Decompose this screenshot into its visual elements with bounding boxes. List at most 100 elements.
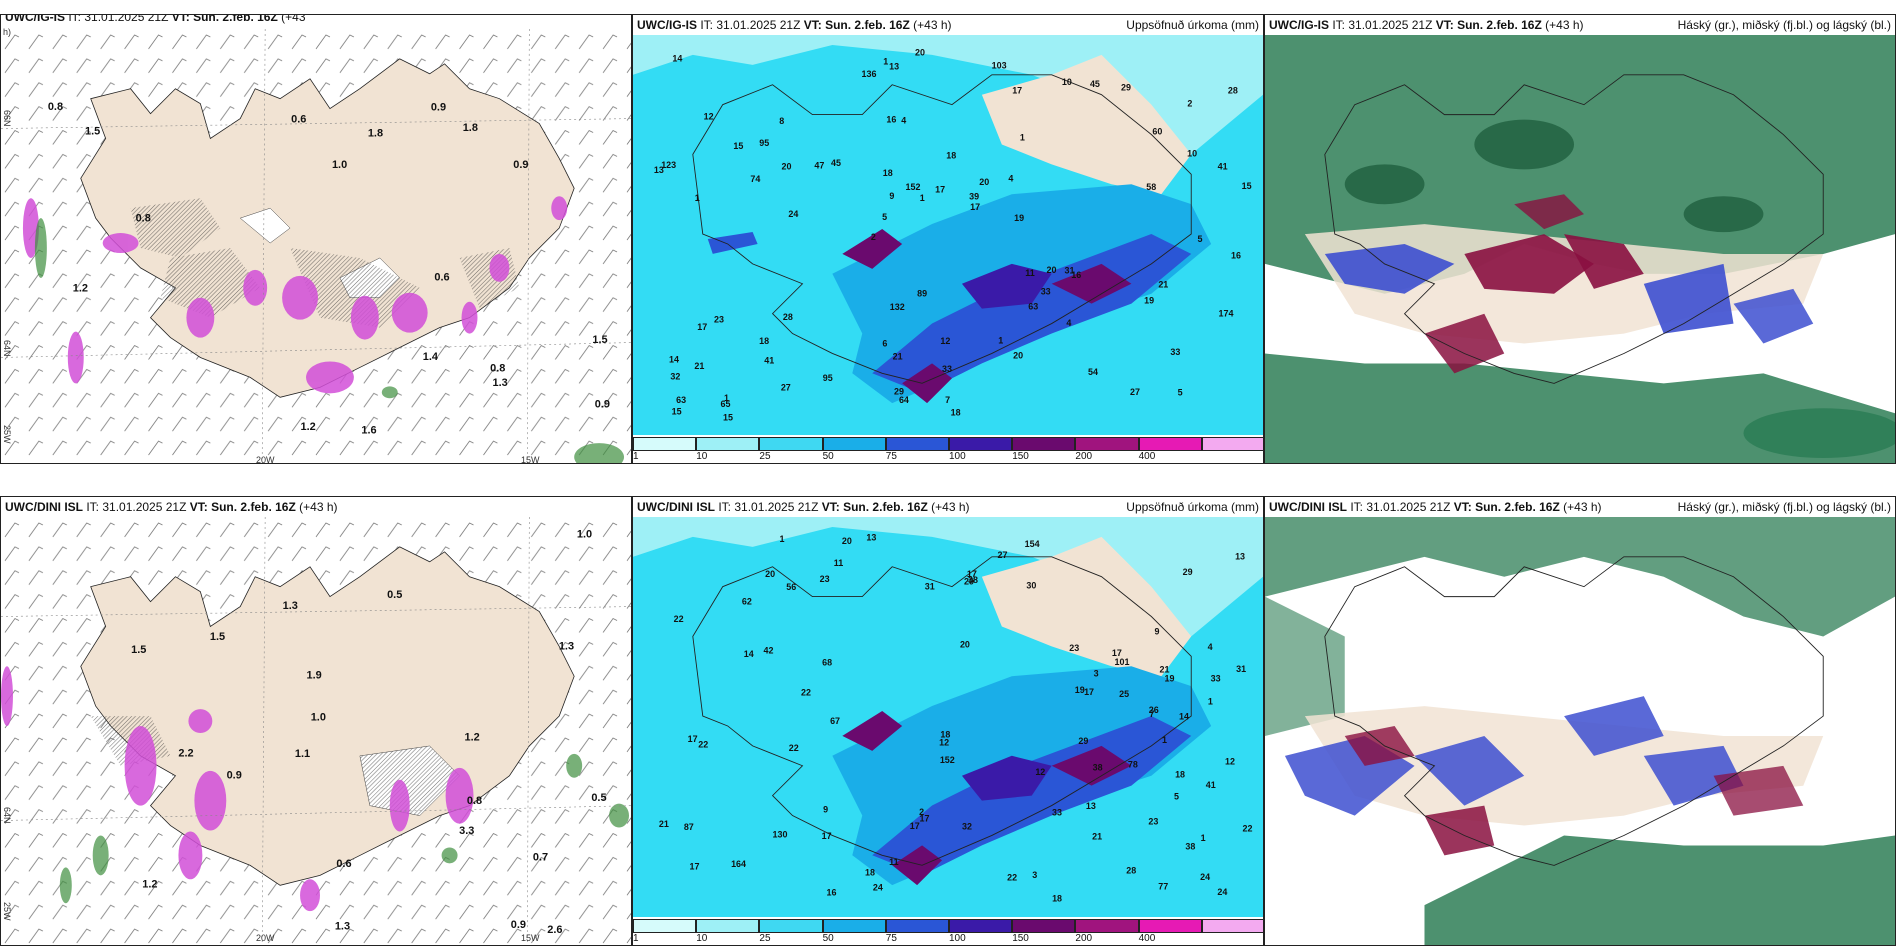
lon-label-20: 20W	[256, 933, 275, 943]
value-label: 1.3	[283, 600, 298, 612]
cloud-blobs	[1324, 119, 1895, 459]
value-label: 1.4	[423, 351, 439, 363]
value-label: 33	[1211, 673, 1221, 683]
value-label: 3	[1094, 669, 1099, 679]
value-label: 103	[992, 60, 1007, 70]
value-label: 28	[783, 312, 793, 322]
value-label: 29	[1183, 567, 1193, 577]
colorbar-label: 25	[759, 933, 771, 944]
value-label: 1.5	[210, 631, 225, 643]
value-label: 45	[1090, 79, 1100, 89]
value-label: 152	[906, 182, 921, 192]
value-label: 1	[998, 335, 1003, 345]
value-labels: 1.9 2.6 0.8 1.3 1.2 1.1 0.9 1.0 0.9 2.2 1.3 1.5 0.5 1…	[131, 529, 606, 936]
field-name: Háský (gr.), miðský (fj.bl.) og lágský (…	[1677, 500, 1891, 514]
value-label: 2.6	[547, 924, 562, 936]
panel-title: UWC/IG-IS IT: 31.01.2025 21Z VT: Sun. 2.…	[1265, 15, 1895, 35]
map-canvas: 1.9 2.6 0.8 1.3 1.2 1.1 0.9 1.0 0.9 2.2 1.3 1.5 0.5 1…	[1, 517, 631, 945]
value-label: 0.8	[467, 795, 482, 807]
colorbar-label: 200	[1075, 451, 1093, 462]
value-label: 136	[861, 69, 876, 79]
value-label: 18	[865, 867, 875, 877]
value-label: 33	[1052, 808, 1062, 818]
value-label: 19	[1144, 296, 1154, 306]
value-label: 20	[842, 536, 852, 546]
value-label: 130	[773, 830, 788, 840]
value-label: 74	[750, 174, 760, 184]
value-label: 15	[1242, 181, 1252, 191]
value-label: 9	[823, 804, 828, 814]
value-label: 5	[1198, 234, 1203, 244]
colorbar-swatch	[1075, 437, 1139, 451]
value-label: 101	[1115, 657, 1130, 667]
value-label: 67	[830, 716, 840, 726]
colorbar-label: 75	[885, 451, 897, 462]
value-label: 6	[882, 339, 887, 349]
value-label: 2	[871, 232, 876, 242]
value-label: 78	[1128, 760, 1138, 770]
value-label: 17	[1084, 687, 1094, 697]
value-label: 1.2	[142, 879, 157, 891]
value-label: 1.3	[335, 920, 350, 932]
colorbar-label: 200	[1075, 933, 1093, 944]
value-label: 1.2	[301, 421, 316, 433]
value-label: 152	[940, 755, 955, 765]
value-label: 8	[779, 116, 784, 126]
value-label: 20	[782, 161, 792, 171]
value-label: 22	[1007, 872, 1017, 882]
value-label: 10	[1062, 77, 1072, 87]
value-label: 3	[1032, 870, 1037, 880]
lon-label-15: 15W	[521, 455, 540, 464]
value-label: 23	[1148, 817, 1158, 827]
value-label: 17	[688, 734, 698, 744]
value-label: 0.8	[490, 362, 505, 374]
value-label: 21	[659, 819, 669, 829]
value-label: 0.9	[595, 398, 610, 410]
colorbar-swatch	[696, 919, 760, 933]
value-label: 4	[1066, 318, 1071, 328]
value-label: 20	[979, 177, 989, 187]
value-label: 31	[1236, 664, 1246, 674]
value-label: 132	[890, 302, 905, 312]
colorbar-swatch	[633, 919, 697, 933]
value-label: 17	[1112, 648, 1122, 658]
map-canvas: 1.0 1.3 0.8 0.9 1.2 0.6 1.6 0.9 0.8 1.2 0.8 1.8 0.6 1…	[1, 29, 631, 463]
value-label: 18	[883, 168, 893, 178]
colorbar-swatch	[1201, 437, 1263, 451]
colorbar-label: 10	[696, 933, 708, 944]
value-label: 14	[1179, 711, 1189, 721]
value-label: 21	[1158, 279, 1168, 289]
value-label: 0.9	[227, 769, 242, 781]
value-label: 68	[822, 658, 832, 668]
value-label: 32	[962, 821, 972, 831]
value-label: 29	[964, 576, 974, 586]
value-label: 95	[823, 373, 833, 383]
value-label: 17	[970, 202, 980, 212]
value-label: 1	[883, 56, 888, 66]
value-label: 22	[1243, 823, 1253, 833]
snow-areas	[1, 666, 474, 912]
value-label: 3.3	[459, 825, 474, 837]
value-label: 1.0	[332, 159, 347, 171]
colorbar-swatch	[1075, 919, 1139, 933]
value-label: 1	[780, 534, 785, 544]
value-label: 1	[920, 193, 925, 203]
lat-label-64: 64N	[2, 340, 12, 357]
value-label: 0.5	[591, 792, 606, 804]
lon-label-25: 25W	[2, 425, 12, 444]
value-label: 29	[1121, 82, 1131, 92]
value-label: 20	[960, 640, 970, 650]
colorbar-swatch	[633, 437, 697, 451]
map-canvas	[1265, 35, 1895, 463]
value-label: 77	[1158, 882, 1168, 892]
map-canvas: 5 1 2 2 1 1 16 18 23 45 32 41 4 20 16 12 13 15 11 10 5 6 9 8 10 2…	[633, 35, 1263, 435]
value-label: 123	[661, 160, 676, 170]
panel-title: UWC/DINI ISL IT: 31.01.2025 21Z VT: Sun.…	[633, 497, 1263, 517]
value-label: 47	[814, 161, 824, 171]
value-label: 12	[1035, 767, 1045, 777]
value-label: 1	[1162, 735, 1167, 745]
value-label: 1.8	[368, 128, 383, 140]
value-label: 24	[788, 209, 798, 219]
colorbar-label: 400	[1138, 451, 1156, 462]
value-label: 63	[676, 395, 686, 405]
